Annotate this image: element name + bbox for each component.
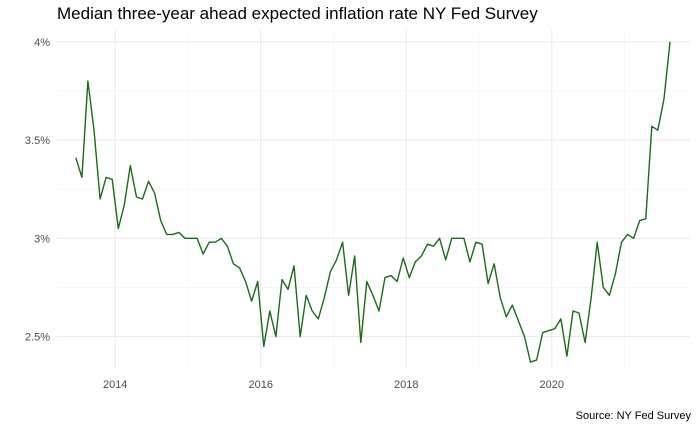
y-tick-label: 2.5% — [25, 332, 50, 344]
x-tick-label: 2014 — [103, 379, 127, 391]
y-tick-label: 3.5% — [25, 135, 50, 147]
y-tick-label: 4% — [34, 37, 50, 49]
major-gridlines — [57, 30, 690, 368]
y-tick-label: 3% — [34, 233, 50, 245]
chart-title: Median three-year ahead expected inflati… — [57, 4, 538, 23]
series-line — [75, 41, 671, 363]
y-axis-tick-labels: 2.5% 3% 3.5% 4% — [25, 37, 50, 344]
x-tick-label: 2018 — [394, 379, 418, 391]
minor-gridlines — [57, 30, 690, 368]
series-layer — [75, 41, 671, 363]
x-axis-tick-labels: 2014 2016 2018 2020 — [103, 379, 564, 391]
x-tick-label: 2020 — [540, 379, 564, 391]
x-tick-label: 2016 — [248, 379, 272, 391]
chart-caption: Source: NY Fed Survey — [575, 410, 691, 422]
